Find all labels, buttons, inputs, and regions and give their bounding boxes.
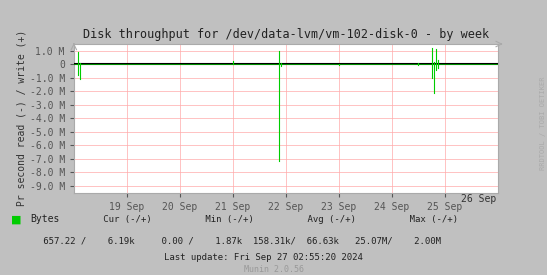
Text: 26 Sep: 26 Sep [461,194,496,204]
Text: Last update: Fri Sep 27 02:55:20 2024: Last update: Fri Sep 27 02:55:20 2024 [164,253,363,262]
Text: 657.22 /    6.19k     0.00 /    1.87k  158.31k/  66.63k   25.07M/    2.00M: 657.22 / 6.19k 0.00 / 1.87k 158.31k/ 66.… [11,236,441,246]
Text: RRDTOOL / TOBI OETIKER: RRDTOOL / TOBI OETIKER [540,77,546,170]
Text: Cur (-/+)          Min (-/+)          Avg (-/+)          Max (-/+): Cur (-/+) Min (-/+) Avg (-/+) Max (-/+) [71,214,458,224]
Y-axis label: Pr second read (-) / write (+): Pr second read (-) / write (+) [17,30,27,206]
Text: ■: ■ [11,214,21,224]
Text: Munin 2.0.56: Munin 2.0.56 [243,265,304,274]
Text: Bytes: Bytes [30,214,60,224]
Title: Disk throughput for /dev/data-lvm/vm-102-disk-0 - by week: Disk throughput for /dev/data-lvm/vm-102… [83,28,489,42]
